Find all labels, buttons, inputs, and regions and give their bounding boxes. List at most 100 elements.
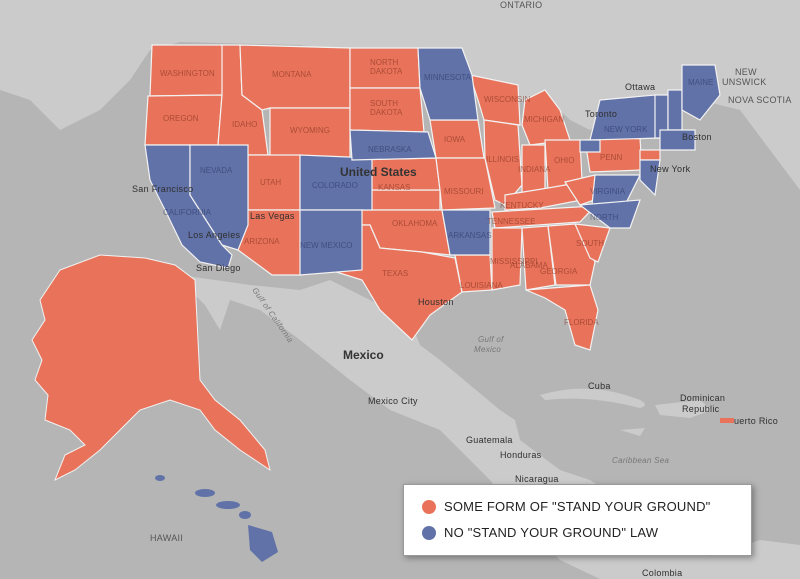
label-ottawa: Ottawa: [625, 82, 655, 92]
label-state-north-dakota-2: DAKOTA: [370, 67, 403, 76]
state-colorado: [299, 154, 373, 211]
label-hawaii: HAWAII: [150, 533, 183, 543]
state-georgia: [547, 223, 596, 286]
label-state-nebraska: NEBRASKA: [368, 145, 412, 154]
label-houston: Houston: [418, 297, 454, 307]
label-state-kentucky: KENTUCKY: [500, 201, 544, 210]
label-state-oklahoma: OKLAHOMA: [392, 219, 438, 228]
state-small-northeast: [639, 149, 661, 161]
label-state-texas: TEXAS: [382, 269, 408, 278]
label-state-california: CALIFORNIA: [163, 208, 212, 217]
state-north-carolina: [578, 199, 641, 229]
territory-puerto-rico: [720, 418, 734, 423]
south-america-landmass: [690, 540, 800, 579]
label-state-virginia: VIRGINIA: [590, 187, 626, 196]
label-nicaragua: Nicaragua: [515, 474, 559, 484]
label-state-north-dakota-1: NORTH: [370, 58, 399, 67]
label-new-brunswick-1: NEW: [735, 67, 757, 77]
state-alabama: [521, 225, 556, 291]
label-gulf-of-mexico-2: Mexico: [474, 345, 501, 354]
label-ontario: ONTARIO: [500, 0, 542, 10]
label-san-francisco: San Francisco: [132, 184, 193, 194]
label-state-alabama: ALABAMA: [510, 261, 548, 270]
state-tennessee: [491, 205, 597, 229]
label-state-florida: FLORIDA: [564, 318, 599, 327]
state-kansas-south: [369, 189, 441, 211]
label-mexico-city: Mexico City: [368, 396, 418, 406]
state-missouri: [435, 157, 496, 211]
state-minnesota: [417, 47, 479, 121]
state-maine: [681, 64, 721, 121]
state-lake-erie-region: [579, 139, 601, 153]
label-state-washington: WASHINGTON: [160, 69, 215, 78]
state-florida: [525, 284, 599, 351]
state-massachusetts: [659, 129, 696, 151]
label-state-illinois: ILLINOIS: [486, 155, 519, 164]
label-gulf-of-mexico-1: Gulf of: [478, 335, 504, 344]
hispaniola-island: [655, 400, 712, 418]
state-nebraska: [349, 129, 437, 161]
legend-swatch-some-form: [422, 499, 436, 514]
label-state-georgia: GEORGIA: [540, 267, 578, 276]
label-nova-scotia: NOVA SCOTIA: [728, 95, 792, 105]
legend-swatch-no-law: [422, 525, 436, 540]
legend-item-no-law: NO "STAND YOUR GROUND" LAW: [422, 525, 658, 540]
label-honduras: Honduras: [500, 450, 542, 460]
label-las-vegas: Las Vegas: [250, 211, 295, 221]
jamaica-island: [620, 428, 645, 436]
label-state-mississippi: MISSISSIPPI: [490, 257, 538, 266]
label-toronto: Toronto: [585, 109, 617, 119]
label-state-minnesota: MINNESOTA: [424, 73, 472, 82]
label-state-wyoming: WYOMING: [290, 126, 330, 135]
map-legend: SOME FORM OF "STAND YOUR GROUND" NO "STA…: [403, 484, 752, 556]
label-state-maine: MAINE: [688, 78, 713, 87]
states-some-form: [144, 44, 661, 351]
label-san-diego: San Diego: [196, 263, 241, 273]
label-united-states: United States: [340, 165, 417, 179]
state-new-jersey-delaware: [639, 159, 661, 197]
label-republic: Republic: [682, 404, 720, 414]
hawaii-maui: [239, 511, 251, 519]
label-state-idaho: IDAHO: [232, 120, 257, 129]
label-state-missouri: MISSOURI: [444, 187, 484, 196]
state-hawaii: [155, 475, 278, 562]
label-new-york-city: New York: [650, 164, 691, 174]
label-state-oregon: OREGON: [163, 114, 199, 123]
state-nevada: [189, 144, 249, 251]
hawaii-kauai: [155, 475, 165, 481]
label-state-indiana: INDIANA: [518, 165, 551, 174]
state-arkansas: [441, 209, 491, 256]
label-state-south-dakota-1: SOUTH: [370, 99, 398, 108]
state-south-carolina: [574, 223, 611, 263]
states-no-law: [144, 47, 721, 276]
label-state-iowa: IOWA: [444, 135, 466, 144]
label-mexico: Mexico: [343, 348, 384, 362]
state-new-hampshire: [667, 89, 683, 131]
label-state-montana: MONTANA: [272, 70, 312, 79]
label-state-wisconsin: WISCONSIN: [484, 95, 530, 104]
state-new-mexico: [299, 209, 363, 276]
label-state-penn: PENN: [600, 153, 622, 162]
state-texas: [329, 224, 463, 341]
label-state-arkansas: ARKANSAS: [448, 231, 492, 240]
legend-label-some-form: SOME FORM OF "STAND YOUR GROUND": [444, 499, 711, 514]
hawaii-oahu: [195, 489, 215, 497]
mexico-landmass: [180, 275, 800, 579]
state-alaska: [31, 254, 271, 482]
label-state-south-dakota-2: DAKOTA: [370, 108, 403, 117]
hawaii-molokai: [216, 501, 240, 509]
label-state-kansas: KANSAS: [378, 183, 410, 192]
label-state-new-york: NEW YORK: [604, 125, 648, 134]
cuba-island: [540, 388, 645, 408]
label-dominican: Dominican: [680, 393, 725, 403]
label-boston: Boston: [682, 132, 712, 142]
canada-landmass: [0, 0, 800, 190]
label-state-nevada: NEVADA: [200, 166, 233, 175]
label-state-louisiana: LOUISIANA: [460, 281, 503, 290]
label-state-colorado: COLORADO: [312, 181, 358, 190]
label-state-arizona: ARIZONA: [244, 237, 280, 246]
hawaii-big-island: [248, 525, 278, 562]
label-state-ohio: OHIO: [554, 156, 574, 165]
